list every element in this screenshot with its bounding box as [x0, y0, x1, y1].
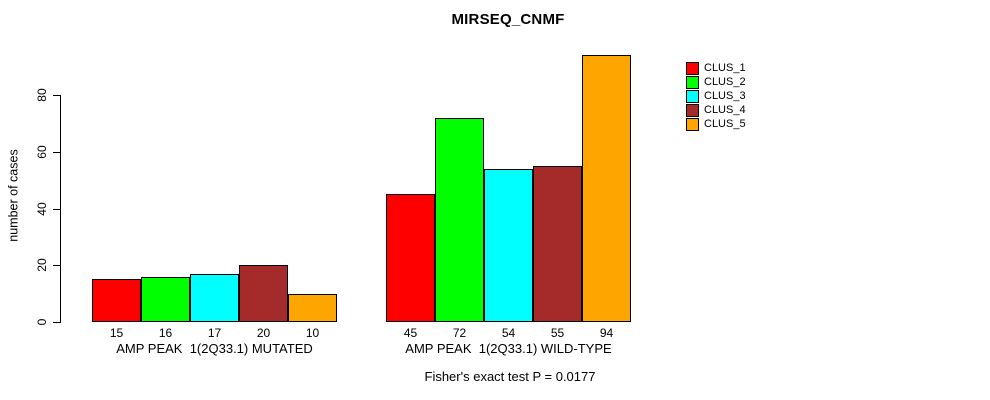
legend-swatch [686, 89, 699, 103]
fisher-test-annotation: Fisher's exact test P = 0.0177 [424, 369, 596, 384]
legend-item: CLUS_3 [686, 89, 746, 103]
bar [239, 265, 288, 322]
legend-item: CLUS_5 [686, 117, 746, 131]
bar-value-label: 94 [599, 326, 614, 340]
y-tick-mark [53, 265, 61, 267]
legend-label: CLUS_3 [704, 90, 746, 102]
bar-value-label: 55 [550, 326, 565, 340]
y-tick-label: 0 [35, 318, 49, 326]
bar-value-label: 45 [403, 326, 418, 340]
bar [533, 166, 582, 322]
group-label: AMP PEAK 1(2Q33.1) WILD-TYPE [405, 341, 612, 356]
y-tick-mark [53, 208, 61, 210]
bar [435, 118, 484, 322]
legend-swatch [686, 61, 699, 75]
bar [190, 274, 239, 322]
bar-value-label: 16 [158, 326, 173, 340]
bar-value-label: 72 [452, 326, 467, 340]
bar [141, 277, 190, 322]
legend-label: CLUS_2 [704, 76, 746, 88]
bar [582, 55, 631, 322]
legend-label: CLUS_4 [704, 104, 746, 116]
y-tick-mark [53, 95, 61, 96]
legend-label: CLUS_5 [704, 118, 746, 130]
bar-value-label: 20 [256, 326, 271, 340]
bar [92, 279, 141, 322]
bar [386, 194, 435, 322]
legend-item: CLUS_2 [686, 75, 746, 89]
bar-value-label: 10 [305, 326, 320, 340]
legend: CLUS_1 CLUS_2 CLUS_3 CLUS_4 CLUS_5 [686, 61, 746, 131]
legend-swatch [686, 75, 699, 89]
y-tick-label: 20 [35, 258, 49, 272]
y-tick-mark [53, 322, 61, 323]
bar-value-label: 17 [207, 326, 222, 340]
bar-value-label: 54 [501, 326, 516, 340]
y-tick-label: 60 [35, 145, 49, 159]
legend-item: CLUS_4 [686, 103, 746, 117]
legend-item: CLUS_1 [686, 61, 746, 75]
y-tick-label: 80 [35, 88, 49, 102]
y-tick-mark [53, 151, 61, 153]
legend-label: CLUS_1 [704, 62, 746, 74]
y-tick-label: 40 [35, 201, 49, 216]
legend-swatch [686, 117, 699, 131]
chart-title: MIRSEQ_CNMF [451, 11, 565, 28]
y-axis-label: number of cases [6, 149, 21, 242]
legend-swatch [686, 103, 699, 117]
bar-value-label: 15 [109, 326, 124, 340]
group-label: AMP PEAK 1(2Q33.1) MUTATED [116, 341, 313, 356]
bar [484, 169, 533, 322]
bar [288, 294, 337, 322]
